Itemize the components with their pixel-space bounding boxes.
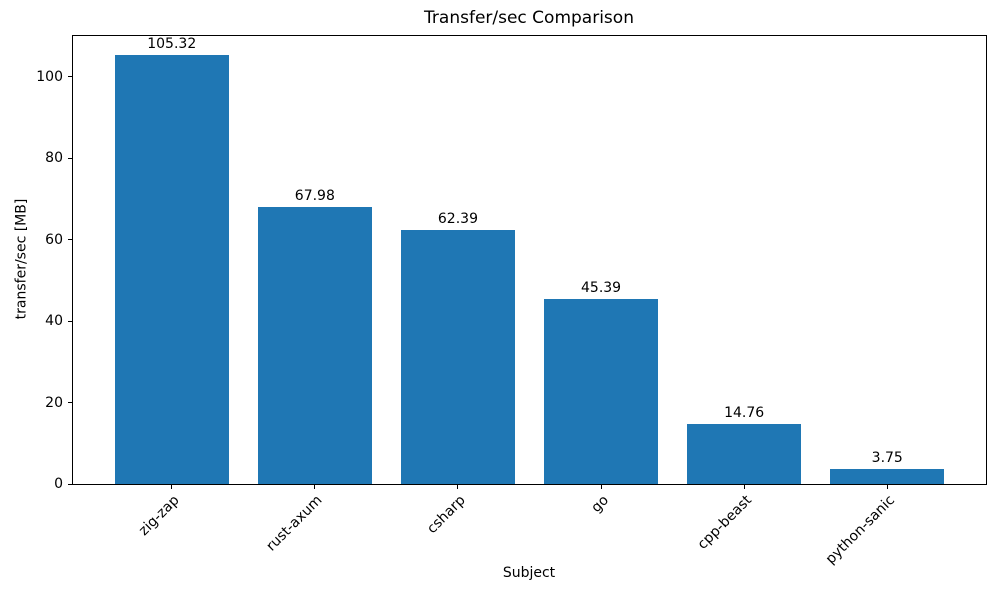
x-tick-label: csharp [423, 492, 469, 537]
y-axis-tick [68, 402, 72, 404]
bar [830, 468, 945, 484]
y-axis-tick [68, 157, 72, 159]
x-tick-label: python-sanic [822, 492, 898, 568]
x-axis-tick [314, 485, 316, 489]
chart-title: Transfer/sec Comparison [424, 8, 634, 28]
bar-value-label: 62.39 [437, 210, 478, 227]
y-axis-tick [68, 76, 72, 78]
x-axis-tick [171, 485, 173, 489]
bar [686, 423, 802, 484]
bar [543, 299, 659, 484]
x-axis-tick [743, 485, 745, 489]
bar [400, 229, 516, 484]
y-tick-label: 60 [45, 231, 63, 248]
y-axis-title: transfer/sec [MB] [13, 198, 30, 320]
bar [114, 55, 229, 484]
y-axis-tick [68, 483, 72, 485]
x-tick-label: cpp-beast [694, 492, 755, 553]
y-axis-tick [68, 320, 72, 322]
plot-area: 0 20 40 60 80 100 105.32 zig-zap 67.98 rust-axum 6… [36, 35, 987, 568]
x-axis-tick [600, 485, 602, 489]
y-axis-tick [68, 239, 72, 241]
y-tick-label: 20 [45, 394, 63, 411]
x-axis-tick [457, 485, 459, 489]
bar-value-label: 45.39 [581, 280, 622, 297]
bar-value-label: 105.32 [147, 36, 197, 53]
y-tick-label: 40 [45, 313, 63, 330]
bar-value-label: 3.75 [871, 449, 903, 466]
x-tick-label: zig-zap [135, 492, 183, 539]
x-tick-label: go [588, 492, 612, 516]
y-tick-label: 80 [45, 150, 63, 167]
x-tick-label: rust-axum [263, 492, 326, 555]
x-axis-tick [886, 485, 888, 489]
bar-value-label: 67.98 [294, 188, 335, 205]
y-tick-label: 100 [36, 68, 63, 85]
bar-value-label: 14.76 [724, 404, 765, 421]
x-axis-title: Subject [502, 565, 556, 581]
y-tick-label: 0 [54, 476, 63, 492]
bar [257, 207, 373, 484]
